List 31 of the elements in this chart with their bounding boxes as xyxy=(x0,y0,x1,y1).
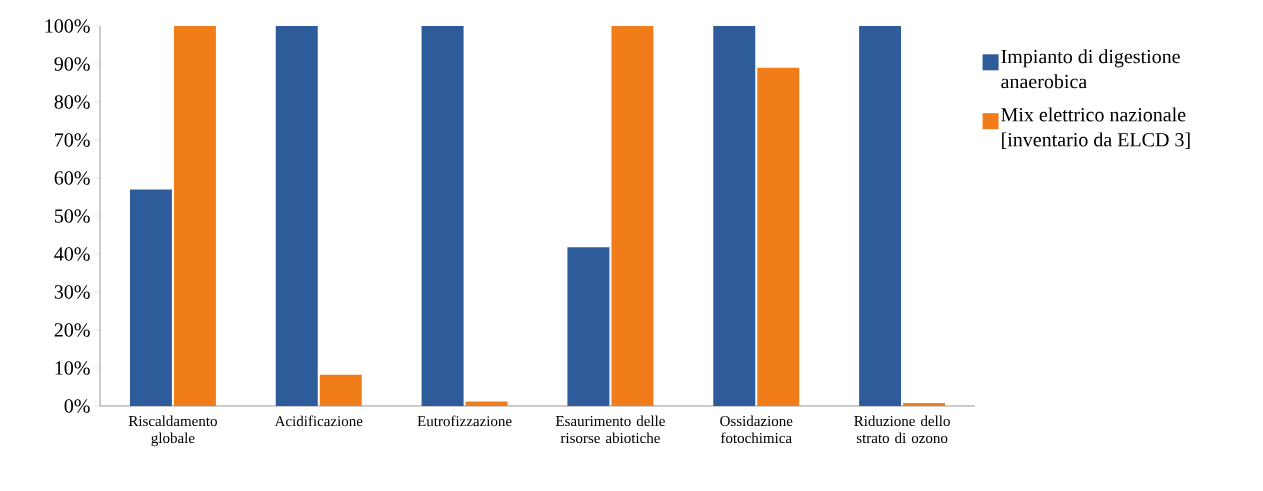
y-tick-label: 0% xyxy=(64,399,90,413)
bar xyxy=(611,26,654,406)
y-tick-label: 90% xyxy=(54,57,90,71)
bar xyxy=(173,26,216,406)
bar xyxy=(713,26,756,406)
x-tick-label: Eutrofizzazione xyxy=(417,415,512,427)
bar xyxy=(567,247,610,406)
y-tick-label: 80% xyxy=(54,95,90,109)
y-tick-label: 100% xyxy=(45,19,90,33)
bar xyxy=(319,374,362,406)
bar xyxy=(275,26,318,406)
bar xyxy=(757,67,800,406)
legend-label: Impianto di digestione anaerobica xyxy=(1001,49,1180,89)
x-tick-label: Esaurimento delle risorse abiotiche xyxy=(555,415,665,444)
x-tick-label: Riscaldamento globale xyxy=(128,415,217,447)
y-tick-label: 60% xyxy=(54,171,90,185)
y-tick-label: 50% xyxy=(54,209,90,223)
y-tick-label: 10% xyxy=(55,361,90,375)
bar xyxy=(903,402,946,406)
bar xyxy=(421,26,464,406)
bar xyxy=(465,401,508,406)
y-tick-label: 40% xyxy=(54,247,90,261)
y-tick-label: 70% xyxy=(55,133,90,147)
legend-label: Mix elettrico nazionale [inventario da ELCD 3] xyxy=(1001,107,1190,149)
bar xyxy=(129,189,172,406)
x-tick-label: Acidificazione xyxy=(274,415,363,427)
bar xyxy=(859,26,902,406)
x-tick-label: Riduzione dello strato di ozono xyxy=(854,415,950,444)
y-tick-label: 20% xyxy=(54,323,90,337)
y-tick-label: 30% xyxy=(54,285,90,299)
x-tick-label: Ossidazione fotochimica xyxy=(720,415,793,444)
